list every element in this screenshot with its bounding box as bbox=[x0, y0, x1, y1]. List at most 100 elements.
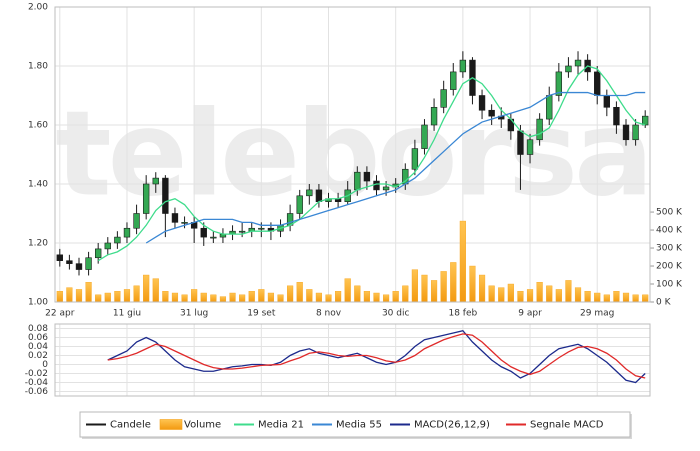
volume-bar bbox=[143, 274, 150, 303]
legend: Candele Volume Media 21 Media 55 MACD(26,12,… bbox=[79, 411, 632, 439]
plot-frame bbox=[54, 6, 651, 303]
volume-bar bbox=[181, 294, 188, 303]
y2-tick-label: 0 K bbox=[656, 298, 672, 308]
y-tick-label: 1.60 bbox=[28, 121, 48, 131]
candle-body bbox=[565, 65, 572, 73]
y-tick-label: 0.04 bbox=[28, 342, 48, 352]
x-tick-label: 31 lug bbox=[180, 309, 208, 319]
x-tick-label: 11 giu bbox=[113, 309, 141, 319]
candle-body bbox=[526, 139, 534, 155]
volume-bar bbox=[469, 265, 476, 303]
volume-bar bbox=[229, 292, 236, 303]
candle-body bbox=[56, 254, 63, 262]
candle-body bbox=[104, 242, 111, 250]
volume-bar bbox=[354, 285, 361, 303]
volume-bar bbox=[440, 271, 447, 303]
candle-body bbox=[363, 171, 371, 182]
volume-bar bbox=[546, 285, 553, 303]
candle-body bbox=[95, 248, 102, 259]
volume-bar bbox=[267, 292, 275, 303]
volume-bar bbox=[335, 291, 342, 303]
candle-body bbox=[142, 183, 150, 214]
candle-body bbox=[238, 230, 246, 233]
plot-area bbox=[54, 323, 651, 397]
candle-body bbox=[622, 124, 630, 141]
candle-body bbox=[123, 227, 131, 238]
volume-bar bbox=[75, 289, 83, 303]
watermark: teleborsa bbox=[55, 85, 650, 223]
volume-bar bbox=[517, 291, 524, 303]
volume-bar bbox=[344, 278, 351, 303]
y-tick-label: -0.04 bbox=[25, 378, 49, 388]
volume-bar bbox=[104, 292, 111, 303]
volume-bar bbox=[373, 292, 380, 303]
candle-body bbox=[258, 227, 265, 230]
y-tick-label: 0.02 bbox=[28, 351, 48, 361]
candle-body bbox=[152, 177, 159, 185]
candle-body bbox=[536, 118, 543, 141]
volume-bar bbox=[363, 291, 370, 303]
x-tick-label: 30 dic bbox=[382, 309, 410, 319]
volume-bar bbox=[296, 282, 303, 303]
y2-tick-label: 100 K bbox=[656, 280, 683, 290]
y2-tick-label: 300 K bbox=[656, 244, 683, 254]
candle-body bbox=[546, 95, 553, 120]
volume-bar bbox=[85, 282, 92, 303]
legend-label: MACD(26,12,9) bbox=[414, 420, 490, 431]
volume-bar bbox=[171, 292, 179, 303]
legend-label: Segnale MACD bbox=[530, 420, 604, 431]
volume-bar bbox=[383, 294, 390, 303]
volume-bar bbox=[450, 262, 457, 303]
volume-bar bbox=[603, 294, 610, 303]
volume-bar bbox=[411, 269, 418, 303]
candle-body bbox=[430, 107, 438, 126]
volume-bar bbox=[632, 294, 639, 303]
line-series bbox=[107, 330, 646, 384]
volume-bar bbox=[526, 289, 534, 303]
candle-body bbox=[478, 95, 486, 111]
candle-body bbox=[555, 71, 563, 96]
volume-bar bbox=[114, 291, 121, 303]
candle-body bbox=[411, 148, 419, 170]
volume-bar bbox=[488, 285, 495, 303]
candle-body bbox=[210, 236, 217, 239]
candle-body bbox=[517, 130, 524, 155]
volume-bar bbox=[430, 280, 438, 303]
y2-tick-label: 200 K bbox=[656, 262, 683, 272]
candle-body bbox=[450, 71, 457, 90]
candle-body bbox=[296, 195, 303, 214]
y-tick-label: 1.80 bbox=[28, 62, 48, 72]
legend-label: Media 55 bbox=[336, 420, 382, 431]
volume-bar bbox=[622, 292, 630, 303]
volume-bar bbox=[459, 220, 466, 303]
volume-bar bbox=[325, 294, 332, 303]
volume-bar bbox=[478, 274, 486, 303]
volume-bar bbox=[210, 294, 217, 303]
volume-bar bbox=[402, 285, 409, 303]
volume-bar bbox=[565, 280, 572, 303]
candle-body bbox=[114, 236, 121, 244]
candle-body bbox=[488, 109, 495, 117]
volume-bar bbox=[287, 285, 294, 303]
volume-bar bbox=[498, 287, 505, 303]
candle-body bbox=[574, 59, 582, 67]
candle-body bbox=[162, 177, 169, 214]
candle-body bbox=[315, 189, 323, 202]
legend-label: Candele bbox=[110, 420, 151, 431]
volume-bar bbox=[248, 291, 255, 303]
plot-area bbox=[54, 6, 651, 303]
x-tick-label: 29 mag bbox=[580, 309, 614, 319]
volume-bar bbox=[191, 289, 198, 303]
volume-bar bbox=[123, 289, 131, 303]
volume-bar bbox=[507, 283, 514, 303]
candle-body bbox=[421, 124, 428, 149]
x-tick-label: 19 set bbox=[247, 309, 276, 319]
candle-body bbox=[75, 263, 83, 270]
x-tick-label: 8 nov bbox=[316, 309, 342, 319]
y-tick-label: -0.06 bbox=[25, 387, 49, 397]
candle-body bbox=[382, 186, 390, 191]
y-tick-label: 2.00 bbox=[28, 3, 48, 13]
volume-bar bbox=[133, 285, 140, 303]
candle-body bbox=[133, 213, 140, 229]
candle-body bbox=[181, 222, 188, 224]
